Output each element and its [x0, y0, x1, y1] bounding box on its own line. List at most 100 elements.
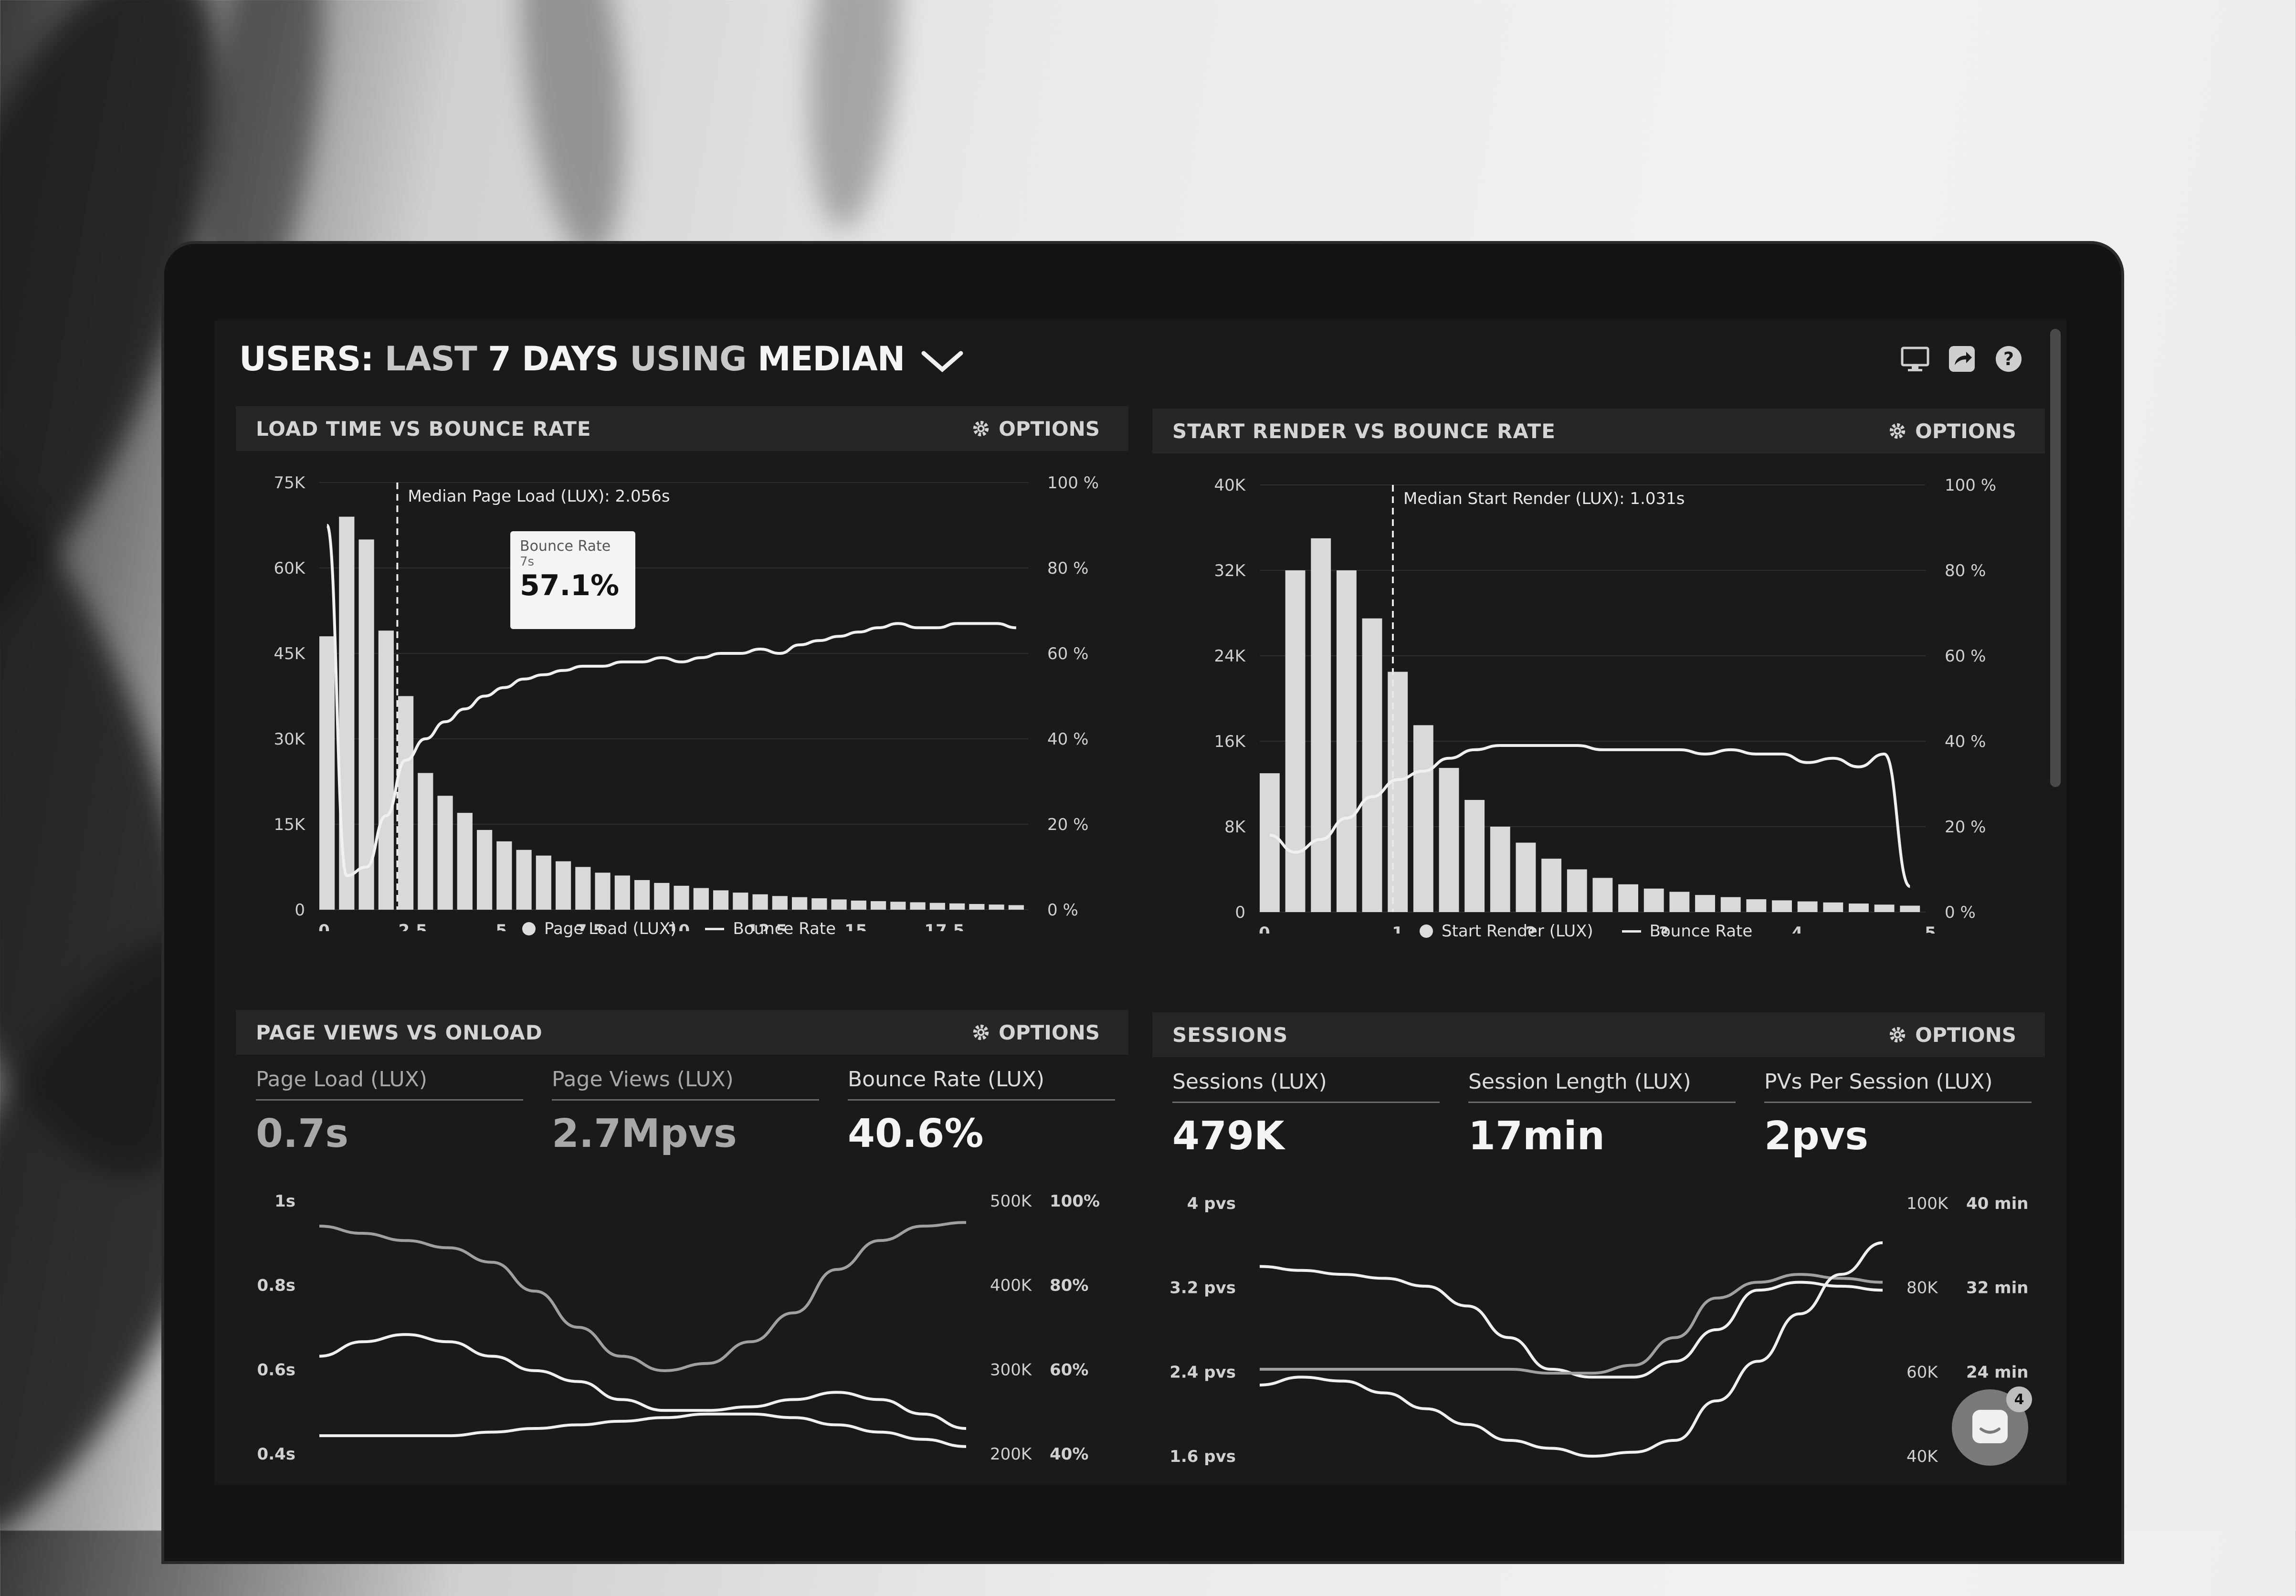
- bar: [1900, 905, 1920, 912]
- y2-tick-label: 40 %: [1047, 730, 1088, 749]
- legend-item-start-render[interactable]: Start Render (LUX): [1420, 922, 1593, 941]
- monitor-icon[interactable]: [1900, 344, 1930, 374]
- page-views-chart: 1s 0.8s 0.6s 0.4s 500K 400K 300K 200K 100% 80% 60%…: [257, 1192, 1100, 1464]
- y-tick-label: 1s: [274, 1192, 295, 1211]
- bar: [1260, 773, 1280, 912]
- y3-tick-label: 24 min: [1966, 1363, 2028, 1382]
- x-tick-label: 0: [1259, 924, 1270, 934]
- y-tick-label: 60K: [274, 559, 305, 578]
- y-tick-label: 8K: [1224, 818, 1246, 837]
- bar: [1541, 859, 1562, 912]
- bar: [1516, 842, 1536, 912]
- y-tick-label: 0: [295, 901, 305, 920]
- bar: [929, 903, 945, 910]
- bar: [575, 867, 591, 910]
- svg-text:?: ?: [2003, 348, 2014, 369]
- y-tick-label: 16K: [1214, 732, 1246, 751]
- share-icon[interactable]: [1947, 344, 1977, 374]
- bar: [654, 882, 670, 910]
- y2-tick-label: 20 %: [1047, 815, 1088, 834]
- bar: [614, 875, 630, 910]
- page-title[interactable]: USERS: LAST 7 DAYS USING MEDIAN: [239, 339, 964, 378]
- chevron-down-icon[interactable]: [921, 349, 964, 373]
- y-tick-label: 3.2 pvs: [1169, 1279, 1236, 1298]
- y2-tick-label: 100 %: [1047, 473, 1099, 493]
- y2-tick-label: 400K: [990, 1276, 1032, 1295]
- y-tick-label: 75K: [274, 473, 305, 493]
- stat-bounce-rate[interactable]: Bounce Rate (LUX) 40.6%: [848, 1067, 1115, 1156]
- options-button[interactable]: OPTIONS: [972, 1021, 1100, 1044]
- y-tick-label: 2.4 pvs: [1169, 1363, 1236, 1382]
- dashboard-screen: USERS: LAST 7 DAYS USING MEDIAN ?: [214, 320, 2066, 1485]
- legend-item-page-load[interactable]: Page Load (LUX): [522, 919, 676, 938]
- y3-tick-label: 80%: [1050, 1276, 1088, 1295]
- start-render-chart: 40K 32K 24K 16K 8K 0 100 % 80 % 60 % 40 % 20 % 0 % 0…: [1214, 476, 1996, 934]
- legend-item-bounce-rate[interactable]: Bounce Rate: [1622, 922, 1752, 941]
- y2-tick-label: 60K: [1906, 1363, 1938, 1382]
- y-tick-label: 32K: [1214, 561, 1246, 580]
- y2-tick-label: 500K: [990, 1192, 1032, 1211]
- bar: [1592, 878, 1613, 912]
- y-tick-label: 0.8s: [257, 1276, 295, 1295]
- y3-tick-label: 40 min: [1966, 1194, 2028, 1213]
- bar: [1695, 895, 1715, 912]
- bar: [1618, 884, 1639, 912]
- y2-tick-label: 100 %: [1945, 476, 1996, 495]
- bar: [358, 539, 374, 910]
- stats-row: Page Load (LUX) 0.7s Page Views (LUX) 2.7M…: [256, 1067, 1144, 1156]
- stat-page-load[interactable]: Page Load (LUX) 0.7s: [256, 1067, 523, 1156]
- chat-button[interactable]: 4: [1952, 1386, 2032, 1466]
- series-line: [1259, 1273, 1883, 1375]
- panel-title: PAGE VIEWS VS ONLOAD: [256, 1020, 543, 1044]
- y3-tick-label: 32 min: [1966, 1279, 2028, 1298]
- gear-icon: [973, 420, 989, 437]
- x-tick-label: 17.5: [924, 921, 964, 931]
- laptop-bezel: USERS: LAST 7 DAYS USING MEDIAN ?: [161, 241, 2124, 1564]
- bar: [477, 830, 493, 910]
- y-tick-label: 0.4s: [257, 1445, 295, 1464]
- bar: [418, 773, 433, 910]
- y-tick-label: 24K: [1214, 647, 1246, 666]
- bar: [969, 904, 985, 910]
- stat-session-length[interactable]: Session Length (LUX) 17min: [1468, 1070, 1736, 1159]
- bar: [1567, 869, 1587, 912]
- panel-title: LOAD TIME VS BOUNCE RATE: [256, 417, 591, 441]
- stats-row: Sessions (LUX) 479K Session Length (LUX) 1…: [1172, 1070, 2060, 1159]
- median-label: Median Start Render (LUX): 1.031s: [1403, 489, 1685, 508]
- help-icon[interactable]: ?: [1994, 344, 2023, 374]
- options-button[interactable]: OPTIONS: [972, 417, 1100, 441]
- bounce-rate-line: [1269, 744, 1911, 888]
- bar: [1336, 570, 1357, 912]
- panel-header: PAGE VIEWS VS ONLOAD OPTIONS: [236, 1010, 1128, 1055]
- stat-pvs-per-session[interactable]: PVs Per Session (LUX) 2pvs: [1764, 1070, 2032, 1159]
- series-line: [319, 1412, 967, 1448]
- header-toolbar: ?: [1900, 344, 2023, 374]
- y-tick-label: 1.6 pvs: [1169, 1447, 1236, 1466]
- stat-sessions[interactable]: Sessions (LUX) 479K: [1172, 1070, 1440, 1159]
- bar: [890, 902, 906, 910]
- bar: [1874, 904, 1895, 912]
- bar: [398, 696, 414, 910]
- x-tick-label: 4: [1791, 924, 1803, 934]
- legend-item-bounce-rate[interactable]: Bounce Rate: [705, 919, 836, 938]
- y-tick-label: 4 pvs: [1187, 1194, 1236, 1213]
- chart-legend: Page Load (LUX) Bounce Rate: [522, 919, 836, 938]
- bar: [1746, 899, 1767, 912]
- options-button[interactable]: OPTIONS: [1888, 420, 2016, 443]
- bar: [752, 894, 768, 910]
- bar: [1669, 892, 1690, 912]
- panel-header: LOAD TIME VS BOUNCE RATE OPTIONS: [236, 406, 1128, 451]
- scrollbar[interactable]: [2050, 329, 2061, 787]
- bar: [733, 892, 748, 910]
- median-label: Median Page Load (LUX): 2.056s: [408, 487, 670, 506]
- y3-tick-label: 100%: [1050, 1192, 1100, 1211]
- stat-page-views[interactable]: Page Views (LUX) 2.7Mpvs: [552, 1067, 819, 1156]
- x-tick-label: 2: [1525, 924, 1537, 934]
- bar: [496, 841, 512, 910]
- x-tick-label: 12.5: [747, 921, 787, 931]
- options-button[interactable]: OPTIONS: [1888, 1023, 2016, 1047]
- notification-badge: 4: [2006, 1386, 2032, 1412]
- x-tick-label: 15: [844, 921, 867, 931]
- bounce-rate-line: [326, 524, 1016, 877]
- chat-icon: [1972, 1410, 2008, 1443]
